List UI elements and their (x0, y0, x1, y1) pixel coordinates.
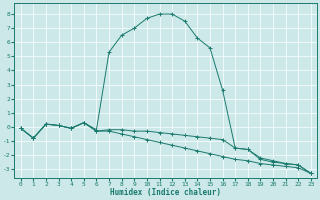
X-axis label: Humidex (Indice chaleur): Humidex (Indice chaleur) (110, 188, 221, 197)
